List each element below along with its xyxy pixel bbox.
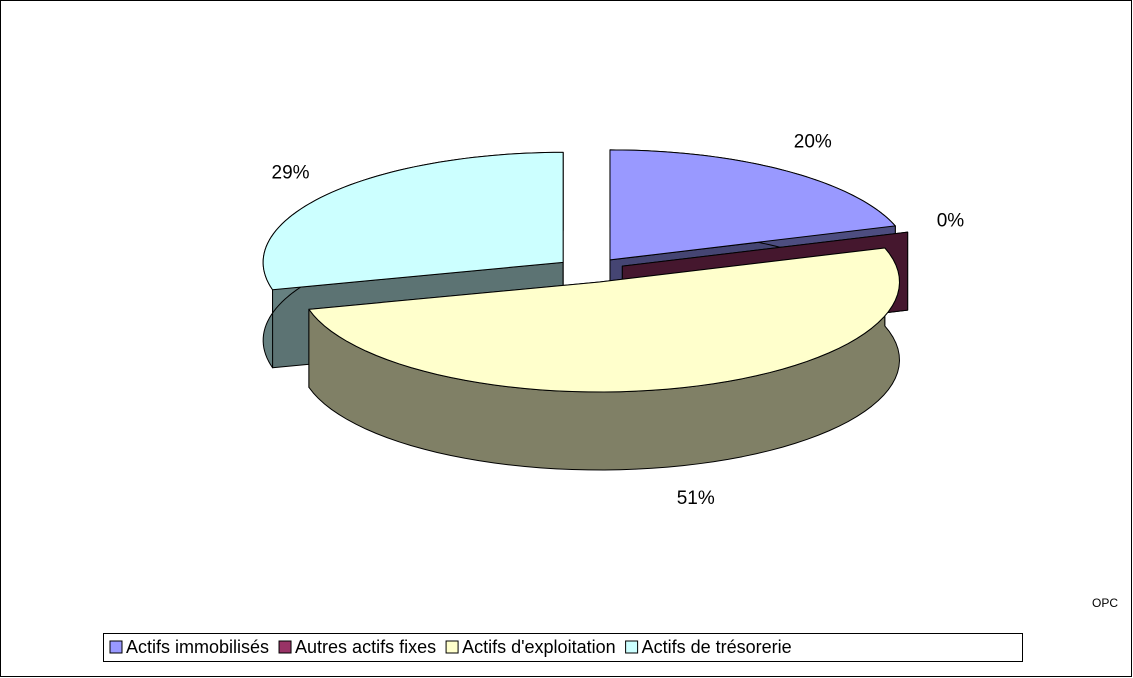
legend-label: Actifs de trésorerie (642, 637, 792, 657)
legend-label: Autres actifs fixes (295, 637, 436, 657)
legend-swatch (109, 640, 123, 654)
pie (262, 149, 909, 471)
data-label: 51% (677, 488, 715, 509)
annotation: OPC (1092, 596, 1118, 610)
slice (308, 247, 900, 393)
legend-label: Actifs immobilisés (126, 637, 269, 657)
data-label: 0% (937, 210, 965, 231)
slice (262, 151, 564, 291)
legend-label: Actifs d'exploitation (462, 637, 616, 657)
legend: Actifs immobilisés Autres actifs fixes Act… (109, 637, 792, 657)
legend-swatch (625, 640, 639, 654)
legend-box (103, 633, 1023, 662)
legend-swatch (278, 640, 292, 654)
data-label: 29% (272, 163, 310, 184)
data-label: 20% (794, 132, 832, 153)
slice (609, 149, 896, 261)
legend-swatch (445, 640, 459, 654)
